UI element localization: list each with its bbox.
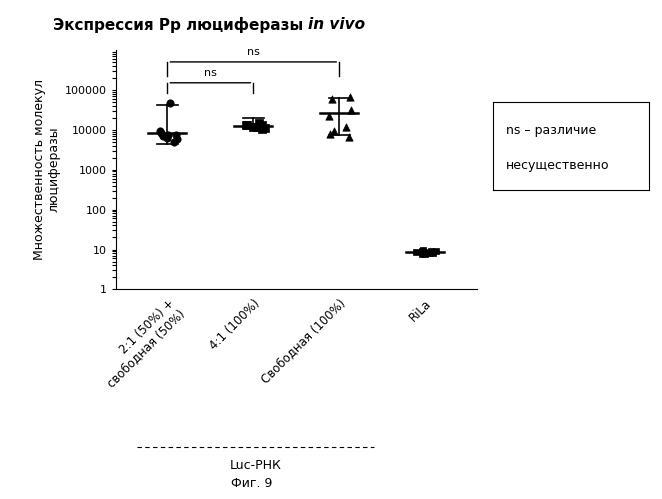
Text: Luc-РНК: Luc-РНК bbox=[230, 459, 281, 472]
Text: ns: ns bbox=[204, 67, 216, 77]
Point bbox=[256, 125, 267, 133]
Text: 2:1 (50%) +
свободная (50%): 2:1 (50%) + свободная (50%) bbox=[94, 297, 187, 390]
Point bbox=[240, 121, 251, 129]
Point bbox=[426, 248, 436, 255]
Point bbox=[428, 250, 438, 257]
Point bbox=[417, 248, 428, 255]
Point bbox=[252, 123, 262, 131]
Text: ns: ns bbox=[247, 47, 260, 57]
Point bbox=[419, 248, 430, 256]
Text: ns – различие: ns – различие bbox=[506, 124, 596, 137]
Point bbox=[325, 130, 336, 138]
Point bbox=[422, 249, 433, 256]
Text: 4:1 (100%): 4:1 (100%) bbox=[207, 297, 263, 352]
Text: Экспрессия Рр люциферазы: Экспрессия Рр люциферазы bbox=[53, 17, 308, 33]
Point bbox=[169, 139, 179, 147]
Y-axis label: Множественность молекул
люциферазы: Множественность молекул люциферазы bbox=[32, 79, 61, 260]
Point bbox=[157, 132, 167, 140]
Point bbox=[346, 106, 356, 114]
Point bbox=[252, 123, 263, 131]
Point bbox=[254, 119, 265, 127]
Point bbox=[156, 129, 166, 137]
Point bbox=[345, 92, 355, 100]
Point bbox=[340, 123, 351, 131]
Point bbox=[420, 250, 431, 258]
Point bbox=[431, 247, 442, 255]
Point bbox=[416, 247, 427, 255]
Point bbox=[172, 135, 183, 143]
Point bbox=[425, 249, 436, 257]
Point bbox=[155, 127, 166, 135]
Text: Свободная (100%): Свободная (100%) bbox=[259, 297, 348, 386]
Text: RiLa: RiLa bbox=[407, 297, 434, 324]
Point bbox=[416, 250, 427, 258]
Point bbox=[165, 99, 175, 107]
Point bbox=[327, 95, 338, 103]
Point bbox=[324, 112, 334, 120]
Point bbox=[171, 131, 181, 139]
Point bbox=[162, 134, 172, 142]
Point bbox=[248, 123, 259, 131]
Text: Фиг. 9: Фиг. 9 bbox=[231, 477, 272, 490]
Text: in vivo: in vivo bbox=[308, 17, 365, 32]
Point bbox=[410, 249, 421, 256]
Point bbox=[418, 247, 428, 254]
Point bbox=[163, 131, 173, 139]
Point bbox=[257, 121, 267, 129]
Point bbox=[260, 124, 270, 132]
Text: несущественно: несущественно bbox=[506, 159, 609, 172]
Point bbox=[242, 121, 253, 129]
Point bbox=[329, 127, 340, 135]
Point bbox=[344, 133, 354, 141]
